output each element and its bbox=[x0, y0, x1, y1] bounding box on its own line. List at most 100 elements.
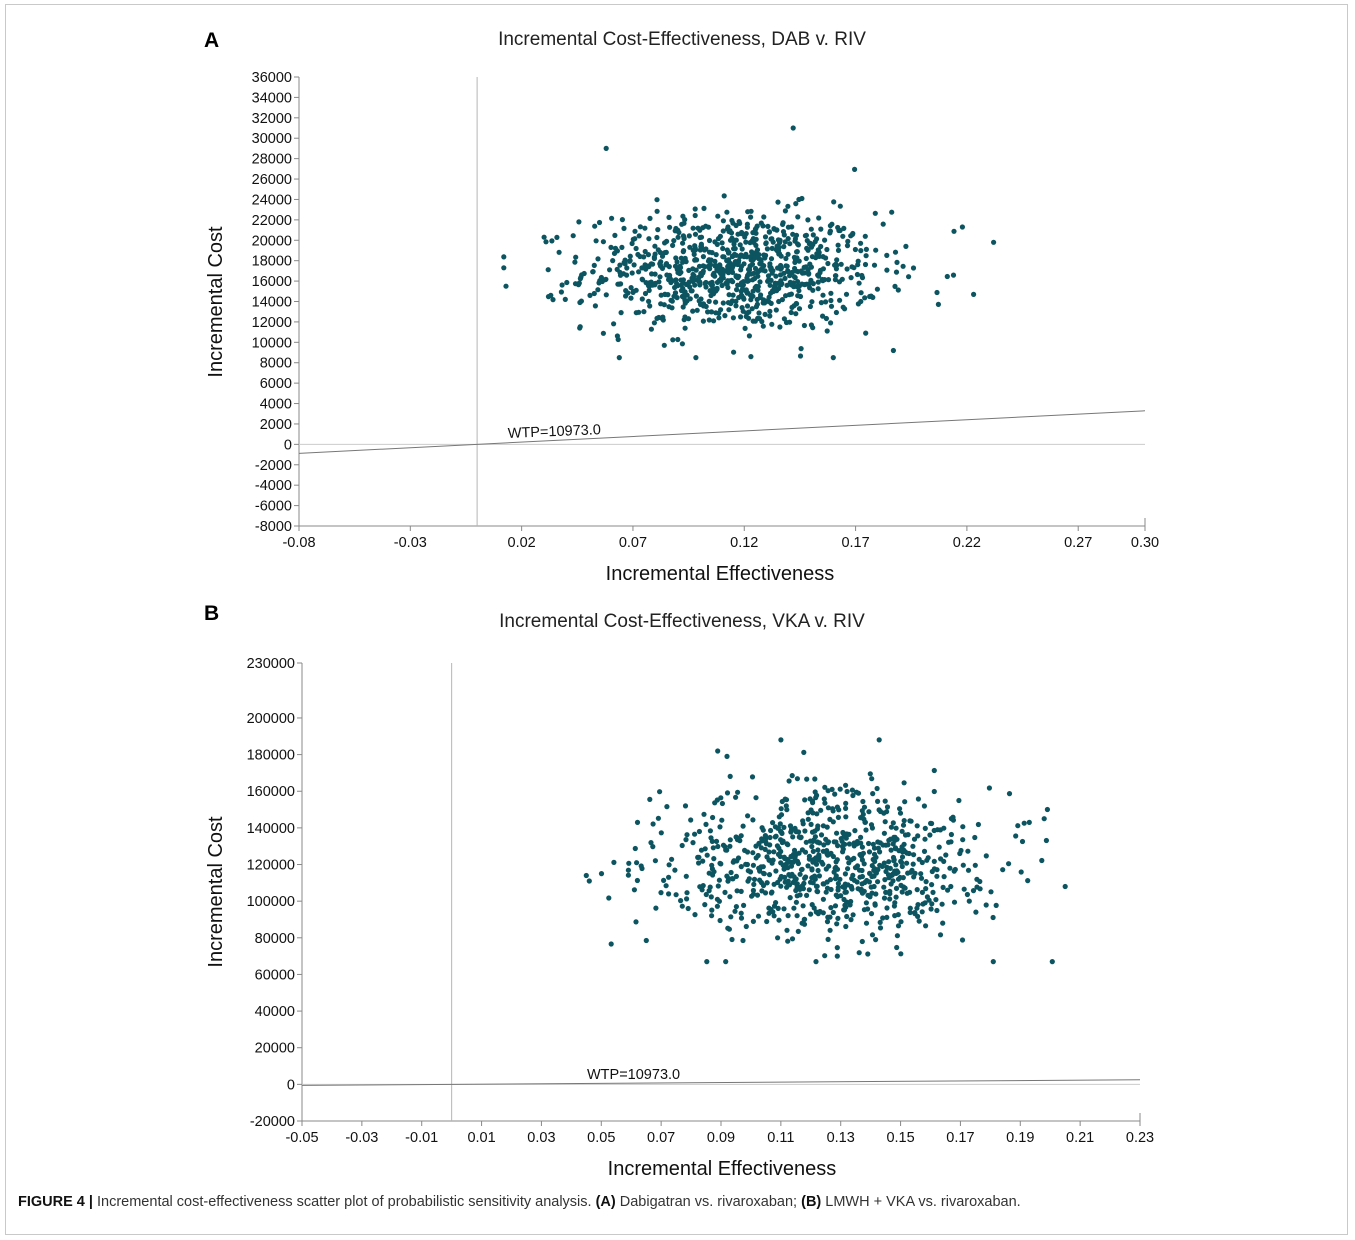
panel-b-scatter-point bbox=[755, 913, 762, 919]
panel-a-scatter-point bbox=[636, 233, 642, 239]
panel-b-scatter-point bbox=[784, 927, 790, 933]
panel-a-scatter-point bbox=[863, 253, 869, 259]
panel-b-scatter-point bbox=[898, 858, 904, 865]
panel-b-scatter-point bbox=[823, 889, 829, 895]
panel-b-x-tick-label: 0.11 bbox=[767, 1130, 794, 1146]
panel-b-scatter-point bbox=[857, 874, 863, 880]
panel-a-scatter-point bbox=[761, 214, 767, 220]
panel-a-scatter-point bbox=[795, 293, 801, 299]
panel-b-scatter-point bbox=[816, 840, 823, 846]
panel-a-scatter-point bbox=[726, 307, 732, 313]
panel-a-scatter-point bbox=[593, 238, 599, 244]
panel-a-scatter-point bbox=[884, 267, 890, 273]
panel-b-scatter-point bbox=[779, 798, 785, 805]
panel-a-scatter-point bbox=[562, 296, 568, 302]
panel-b-scatter-point bbox=[738, 910, 744, 916]
panel-b-scatter-point bbox=[855, 790, 862, 796]
panel-b-scatter-point bbox=[713, 838, 720, 845]
panel-a-letter: A bbox=[204, 29, 219, 52]
panel-a-scatter-point bbox=[721, 193, 727, 199]
panel-b-scatter-point bbox=[941, 874, 947, 880]
panel-b-scatter-point bbox=[743, 861, 749, 867]
panel-b-scatter-point bbox=[869, 932, 876, 938]
panel-a-scatter-point bbox=[777, 324, 783, 330]
panel-a-scatter-point bbox=[541, 234, 547, 240]
panel-b-scatter-point bbox=[696, 860, 702, 866]
panel-a-scatter-point bbox=[665, 292, 671, 298]
panel-b-scatter-point bbox=[755, 852, 761, 859]
panel-b-scatter-point bbox=[800, 821, 806, 827]
panel-b-scatter-point bbox=[795, 928, 801, 935]
panel-a-scatter-point bbox=[840, 304, 846, 310]
panel-a-scatter-point bbox=[837, 297, 843, 303]
panel-b-scatter-point bbox=[894, 944, 900, 951]
panel-a-scatter-point bbox=[725, 278, 731, 284]
panel-a-y-tick-label: -2000 bbox=[255, 458, 292, 474]
panel-b-x-tick-label: 0.01 bbox=[467, 1130, 495, 1146]
panel-a-scatter-point bbox=[822, 237, 828, 243]
panel-a-scatter-point bbox=[862, 233, 868, 239]
panel-b-scatter-point bbox=[931, 767, 937, 774]
panel-b-scatter-point bbox=[849, 886, 855, 892]
panel-b-scatter-point bbox=[820, 861, 826, 867]
panel-b-scatter-point bbox=[778, 806, 784, 812]
panel-a-scatter-point bbox=[779, 297, 786, 303]
panel-a-scatter-point bbox=[754, 247, 761, 253]
panel-b-scatter-point bbox=[777, 853, 783, 860]
panel-a-scatter-point bbox=[910, 265, 917, 271]
panel-a-scatter-point bbox=[690, 225, 696, 231]
panel-b-scatter-point bbox=[698, 847, 705, 853]
panel-b-scatter-point bbox=[722, 844, 728, 850]
panel-a-scatter-point bbox=[733, 237, 739, 243]
panel-a-scatter-point bbox=[900, 263, 906, 269]
panel-a-scatter-point bbox=[749, 249, 755, 255]
panel-a-scatter-point bbox=[903, 243, 909, 249]
panel-b-scatter-point bbox=[931, 788, 937, 795]
panel-a-scatter-point bbox=[690, 276, 696, 282]
panel-b-scatter-point bbox=[814, 826, 821, 832]
panel-b-scatter-point bbox=[832, 903, 839, 909]
panel-b-scatter-point bbox=[900, 875, 906, 881]
panel-b-scatter-point bbox=[814, 883, 820, 889]
panel-b-scatter-point bbox=[777, 876, 783, 882]
panel-a-scatter-point bbox=[832, 277, 839, 283]
panel-b-scatter-point bbox=[837, 876, 843, 882]
panel-b-scatter-point bbox=[625, 872, 632, 878]
panel-b-scatter-point bbox=[788, 853, 794, 860]
panel-a-scatter-point bbox=[766, 229, 773, 235]
panel-a-scatter-point bbox=[815, 279, 821, 285]
panel-b-points bbox=[583, 737, 1068, 965]
panel-a-x-tick-label: 0.17 bbox=[841, 535, 869, 551]
panel-a-scatter-point bbox=[558, 289, 565, 295]
panel-b-y-tick-label: 80000 bbox=[255, 931, 295, 947]
panel-b-scatter-point bbox=[781, 906, 787, 912]
panel-a-scatter-point bbox=[657, 274, 663, 280]
panel-a-scatter-point bbox=[880, 221, 886, 227]
panel-b-scatter-point bbox=[907, 909, 913, 916]
panel-b-scatter-point bbox=[922, 836, 928, 842]
panel-b-scatter-point bbox=[788, 829, 794, 835]
panel-b-scatter-point bbox=[869, 825, 876, 831]
panel-a-scatter-point bbox=[738, 280, 745, 286]
panel-b-scatter-point bbox=[859, 867, 865, 874]
panel-a-scatter-point bbox=[765, 273, 772, 279]
panel-b-scatter-point bbox=[750, 817, 756, 823]
panel-b-scatter-point bbox=[834, 830, 840, 836]
panel-a-scatter-point bbox=[687, 244, 693, 250]
panel-a-scatter-point bbox=[708, 309, 715, 315]
panel-a-scatter-point bbox=[501, 265, 507, 271]
panel-b-scatter-point bbox=[964, 891, 971, 898]
panel-b-scatter-point bbox=[724, 790, 731, 796]
panel-a-scatter-point bbox=[618, 310, 624, 316]
panel-a-scatter-point bbox=[642, 262, 648, 268]
panel-b-y-tick-label: 140000 bbox=[247, 821, 295, 837]
panel-b-title: Incremental Cost-Effectiveness, VKA v. R… bbox=[499, 611, 865, 632]
panel-b-scatter-point bbox=[706, 888, 712, 894]
panel-a-scatter-point bbox=[787, 241, 793, 247]
panel-b-scatter-point bbox=[771, 849, 777, 855]
panel-a-scatter-point bbox=[796, 288, 802, 294]
panel-b-scatter-point bbox=[734, 837, 741, 843]
panel-a-scatter-point bbox=[695, 225, 701, 231]
panel-a-scatter-point bbox=[863, 330, 869, 336]
panel-b-scatter-point bbox=[766, 905, 772, 911]
